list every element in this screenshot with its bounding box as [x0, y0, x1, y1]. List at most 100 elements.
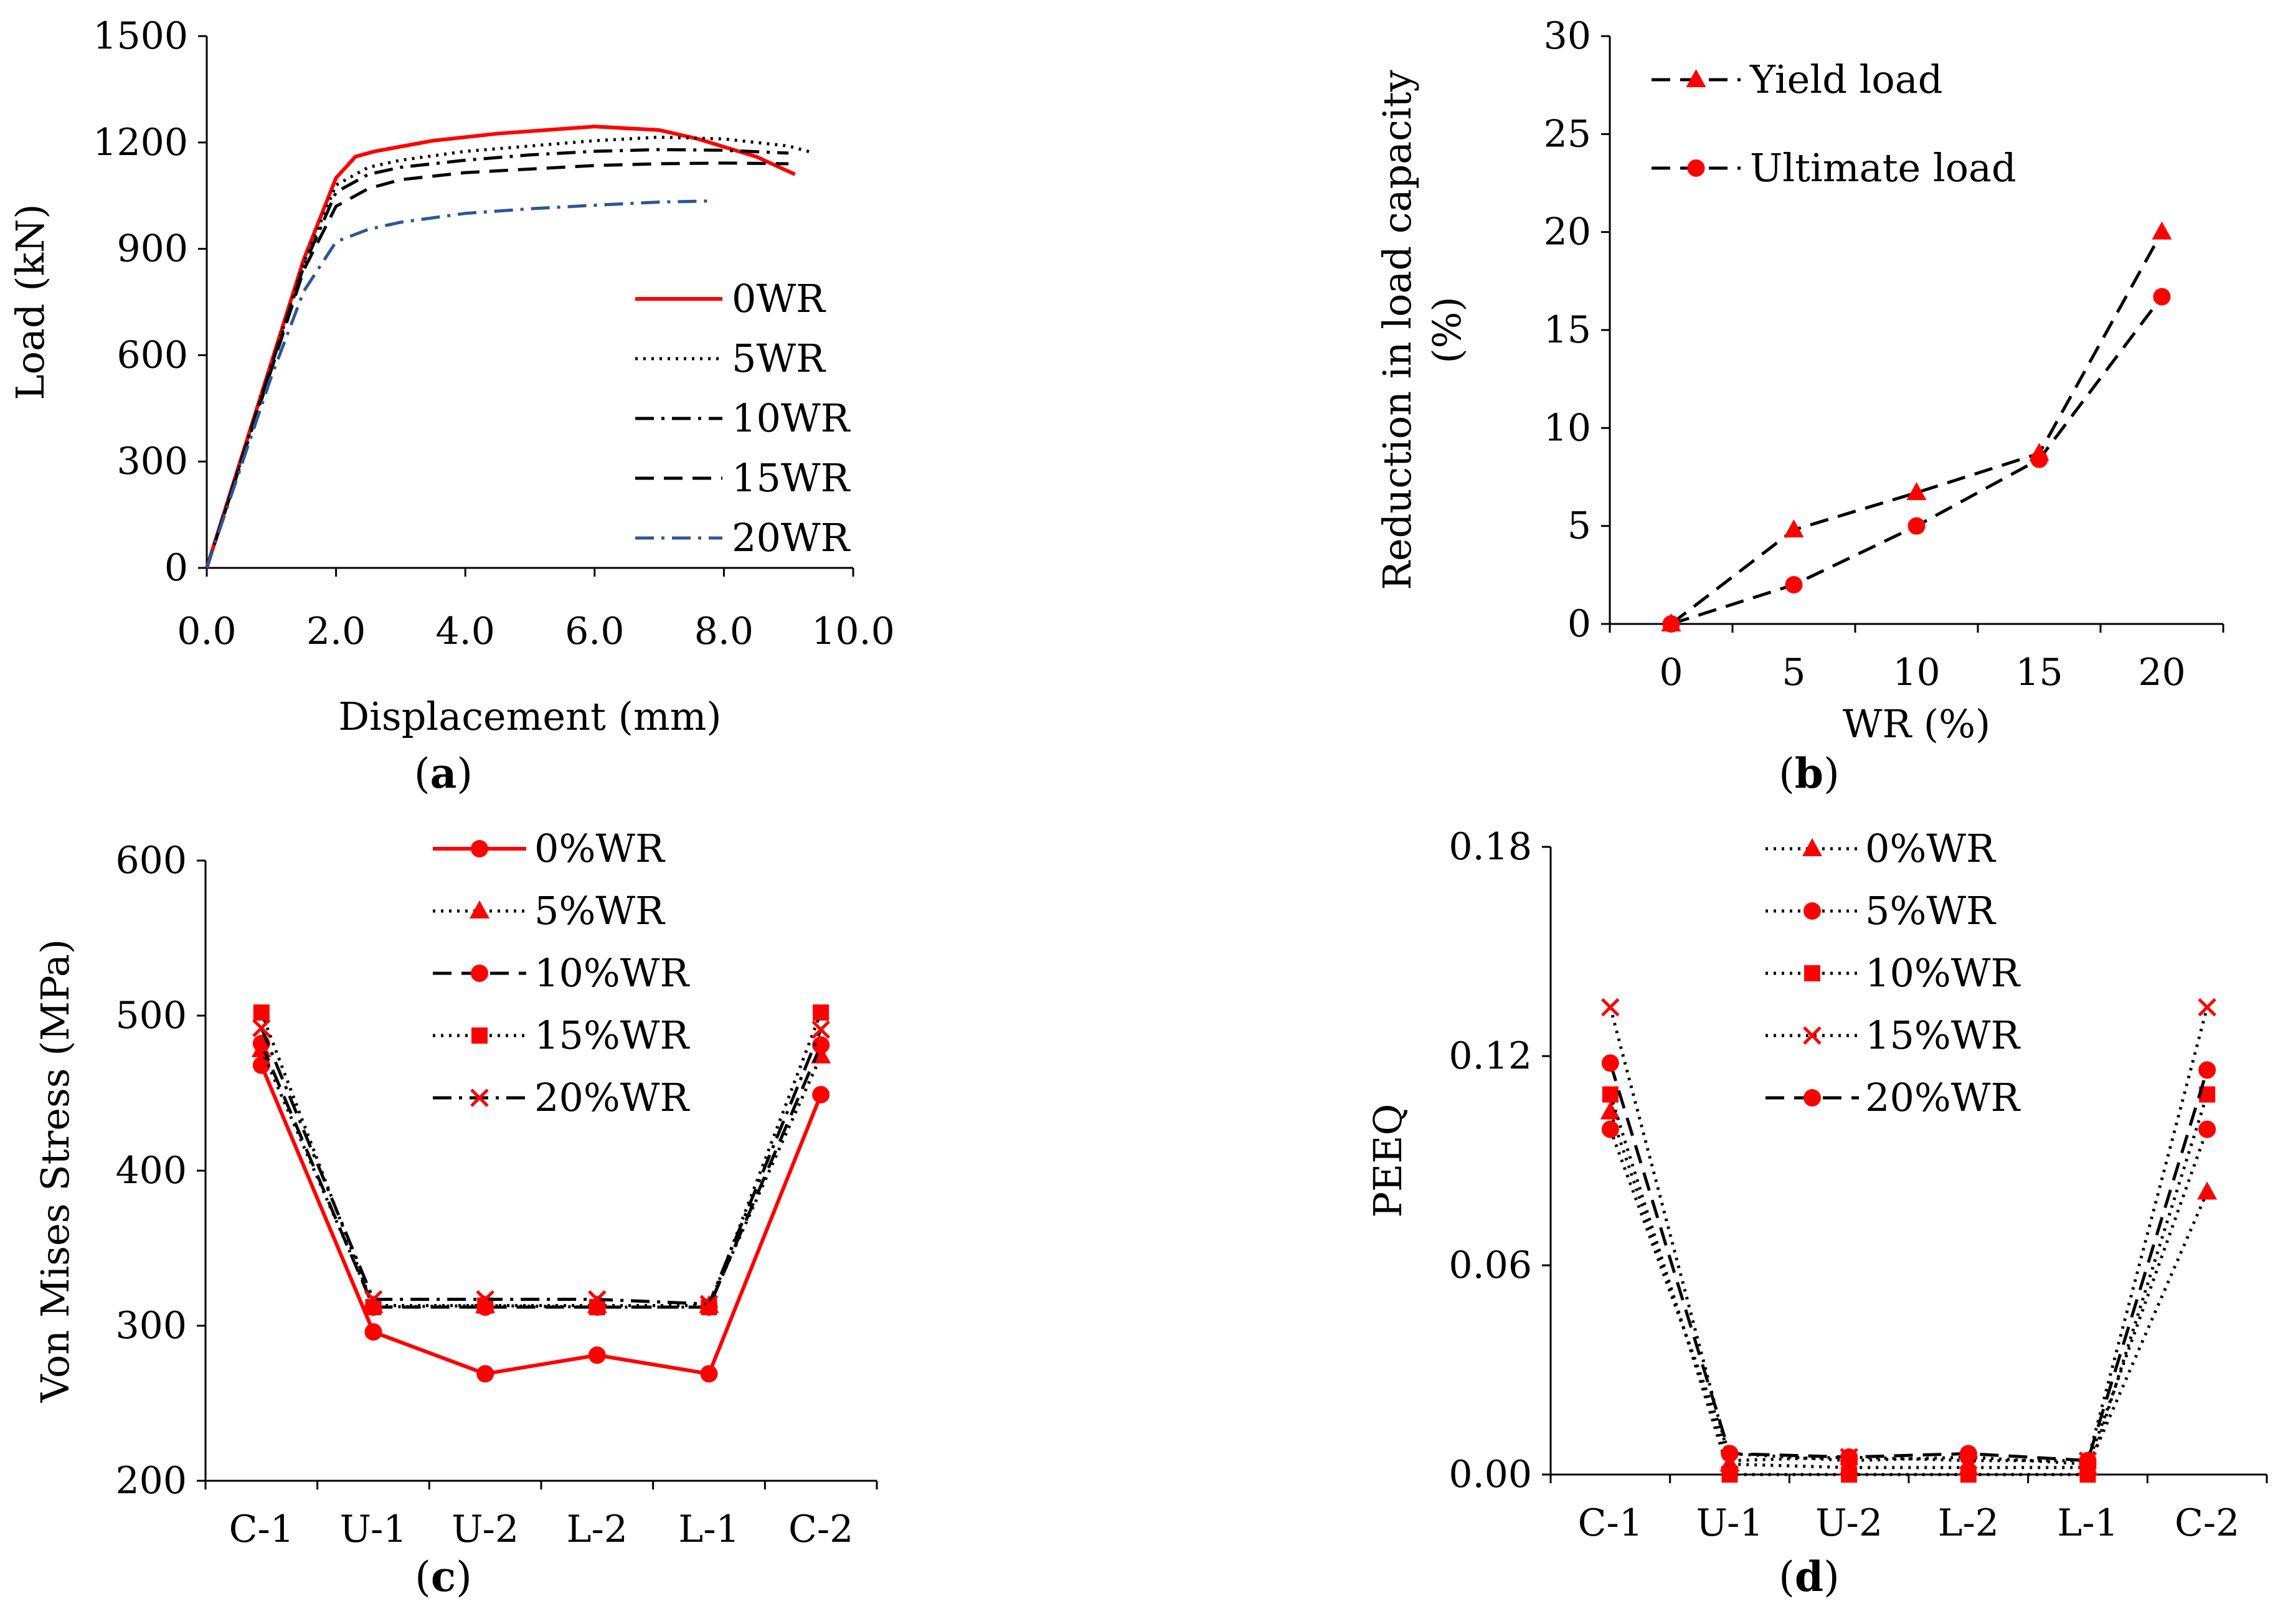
y-tick-label: 600	[115, 839, 187, 882]
legend-marker	[471, 965, 488, 982]
caption-paren: )	[1823, 1553, 1840, 1601]
caption-paren: )	[456, 750, 473, 798]
x-tick-label: 5	[1782, 651, 1805, 694]
y-tick-label: 500	[115, 994, 187, 1037]
series-line	[1609, 1062, 2209, 1463]
y-tick-label: 900	[116, 227, 188, 271]
data-point	[812, 1036, 830, 1054]
legend-label: 0%WR	[1865, 826, 1997, 871]
data-point	[1840, 1448, 1858, 1466]
caption-paren: (	[415, 1553, 431, 1601]
panel-caption: (d)	[1779, 1552, 1840, 1601]
y-axis-title: Von Mises Stress (MPa)	[32, 939, 78, 1403]
x-tick-label: 10.0	[811, 610, 895, 653]
legend-label: 15WR	[732, 455, 851, 501]
series-line	[1670, 296, 2163, 626]
data-point	[1721, 1466, 1738, 1483]
series-0%WR	[1600, 1101, 2218, 1475]
x-tick-label: L-1	[678, 1508, 739, 1551]
x-tick-label: U-1	[340, 1508, 407, 1551]
chart-a: 0 300 600 900 1200 1500 0.0 2.0 4.0 6.0 8.0 10.0 Dis…	[7, 14, 895, 798]
data-point	[2198, 1061, 2216, 1079]
series-5WR	[205, 135, 815, 569]
y-tick-label: 1200	[93, 121, 188, 164]
data-point	[1662, 615, 1680, 633]
data-point	[476, 1365, 494, 1383]
series-line	[260, 1027, 823, 1306]
legend: 0%WR 5%WR 10%WR 15%WR 20%WR	[433, 826, 691, 1120]
x-tick-label: L-2	[1938, 1501, 1999, 1545]
x-tick-label: L-2	[567, 1508, 628, 1551]
data-point	[588, 1299, 605, 1316]
y-tick-label: 0.00	[1449, 1453, 1532, 1496]
series-line	[1609, 1111, 2209, 1470]
legend-label: Yield load	[1749, 57, 1942, 102]
legend-label: 20%WR	[1865, 1075, 2021, 1120]
data-point	[1600, 1101, 1620, 1120]
series-line	[1670, 231, 2163, 625]
data-point	[1602, 1086, 1619, 1103]
x-tick-label: C-1	[229, 1508, 294, 1551]
series-20WR	[205, 199, 711, 569]
data-point	[588, 1346, 606, 1364]
data-point	[1785, 576, 1803, 594]
series-15WR	[205, 161, 789, 569]
data-point	[1907, 517, 1926, 535]
y-tick-label: 0	[1567, 602, 1591, 646]
legend-marker	[1686, 69, 1706, 87]
legend-label: 5WR	[732, 336, 826, 381]
data-point	[364, 1290, 383, 1309]
x-tick-label: C-2	[788, 1508, 853, 1551]
legend: Yield load Ultimate load	[1652, 57, 2016, 191]
y-tick-label: 300	[116, 440, 188, 483]
x-tick-label: 20	[2138, 651, 2185, 694]
data-point	[2198, 998, 2216, 1017]
legend-label: 5%WR	[1865, 888, 1997, 933]
y-tick-label: 5	[1567, 504, 1591, 548]
legend-marker	[470, 900, 489, 918]
series-line	[205, 125, 796, 569]
data-point	[2153, 288, 2171, 306]
data-point	[1601, 1054, 1619, 1072]
caption-paren: (	[1779, 1553, 1795, 1601]
data-point	[811, 1020, 830, 1039]
x-tick-label: C-1	[1578, 1501, 1643, 1545]
y-tick-label: 30	[1544, 14, 1591, 58]
y-tick-label: 0.12	[1449, 1034, 1532, 1078]
series-line	[260, 1042, 823, 1309]
x-tick-label: 15	[2015, 651, 2063, 694]
panel-caption: (a)	[414, 749, 473, 798]
y-tick-label: 15	[1544, 308, 1591, 352]
series-line	[1609, 1006, 2209, 1463]
legend-label: 10%WR	[1865, 950, 2021, 996]
data-point	[1601, 1120, 1619, 1138]
panel-caption: (c)	[415, 1552, 472, 1601]
caption-letter: a	[430, 749, 457, 798]
y-tick-label: 10	[1544, 406, 1591, 450]
series-10%WR	[1602, 1086, 2216, 1483]
legend-marker	[471, 840, 488, 857]
caption-paren: (	[1779, 750, 1795, 798]
data-point	[1721, 1445, 1739, 1463]
legend: 0WR 5WR 10WR 15WR 20WR	[635, 276, 851, 560]
legend: 0%WR 5%WR 10%WR 15%WR 20%WR	[1765, 826, 2021, 1120]
x-tick-label: 0	[1659, 651, 1683, 694]
series-Ultimate load	[1662, 288, 2171, 633]
series-5%WR	[1601, 1120, 2216, 1473]
x-tick-label: 4.0	[435, 610, 494, 653]
data-point	[476, 1290, 494, 1309]
caption-letter: d	[1795, 1552, 1823, 1601]
series-Yield load	[1661, 221, 2172, 631]
data-point	[700, 1365, 718, 1383]
series-0%WR	[252, 1056, 830, 1383]
legend-marker	[1803, 1026, 1822, 1045]
caption-paren: (	[414, 750, 430, 798]
x-tick-label: C-2	[2175, 1501, 2239, 1545]
y-tick-label: 0.06	[1449, 1244, 1532, 1287]
y-tick-label: 1500	[93, 14, 188, 58]
x-tick-label: 6.0	[565, 610, 624, 653]
chart-b: 0 5 10 15 20 25 30 0 5 10 15 20 WR (%) Reduction in l…	[1374, 14, 2224, 798]
x-tick-label: U-1	[1696, 1501, 1764, 1545]
legend-label: 5%WR	[534, 888, 666, 933]
data-point	[2152, 221, 2172, 240]
